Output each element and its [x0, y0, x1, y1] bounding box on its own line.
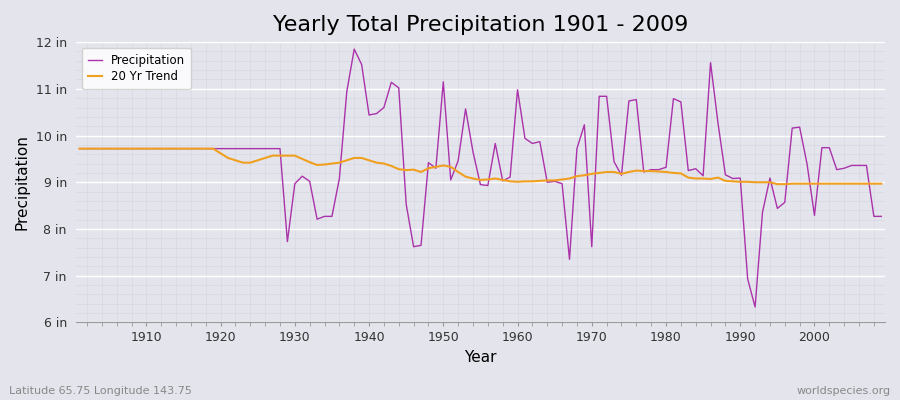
Y-axis label: Precipitation: Precipitation: [15, 134, 30, 230]
Precipitation: [750, 304, 760, 309]
20 Yr Trend: [133, 146, 144, 151]
Line: Precipitation: Precipitation: [79, 49, 881, 307]
20 Yr Trend: [876, 181, 886, 186]
20 Yr Trend: [772, 182, 783, 186]
20 Yr Trend: [512, 179, 523, 184]
Text: worldspecies.org: worldspecies.org: [796, 386, 891, 396]
Precipitation: [74, 146, 85, 151]
20 Yr Trend: [505, 179, 516, 184]
Precipitation: [349, 47, 360, 52]
Precipitation: [297, 174, 308, 178]
Text: Latitude 65.75 Longitude 143.75: Latitude 65.75 Longitude 143.75: [9, 386, 192, 396]
Precipitation: [512, 87, 523, 92]
Precipitation: [608, 159, 619, 164]
20 Yr Trend: [341, 158, 352, 163]
Precipitation: [133, 146, 144, 151]
Title: Yearly Total Precipitation 1901 - 2009: Yearly Total Precipitation 1901 - 2009: [273, 15, 688, 35]
Precipitation: [876, 214, 886, 219]
20 Yr Trend: [601, 170, 612, 174]
Legend: Precipitation, 20 Yr Trend: Precipitation, 20 Yr Trend: [82, 48, 192, 89]
20 Yr Trend: [74, 146, 85, 151]
Precipitation: [519, 136, 530, 141]
Line: 20 Yr Trend: 20 Yr Trend: [79, 149, 881, 184]
X-axis label: Year: Year: [464, 350, 497, 365]
Precipitation: [341, 89, 352, 94]
20 Yr Trend: [297, 156, 308, 161]
